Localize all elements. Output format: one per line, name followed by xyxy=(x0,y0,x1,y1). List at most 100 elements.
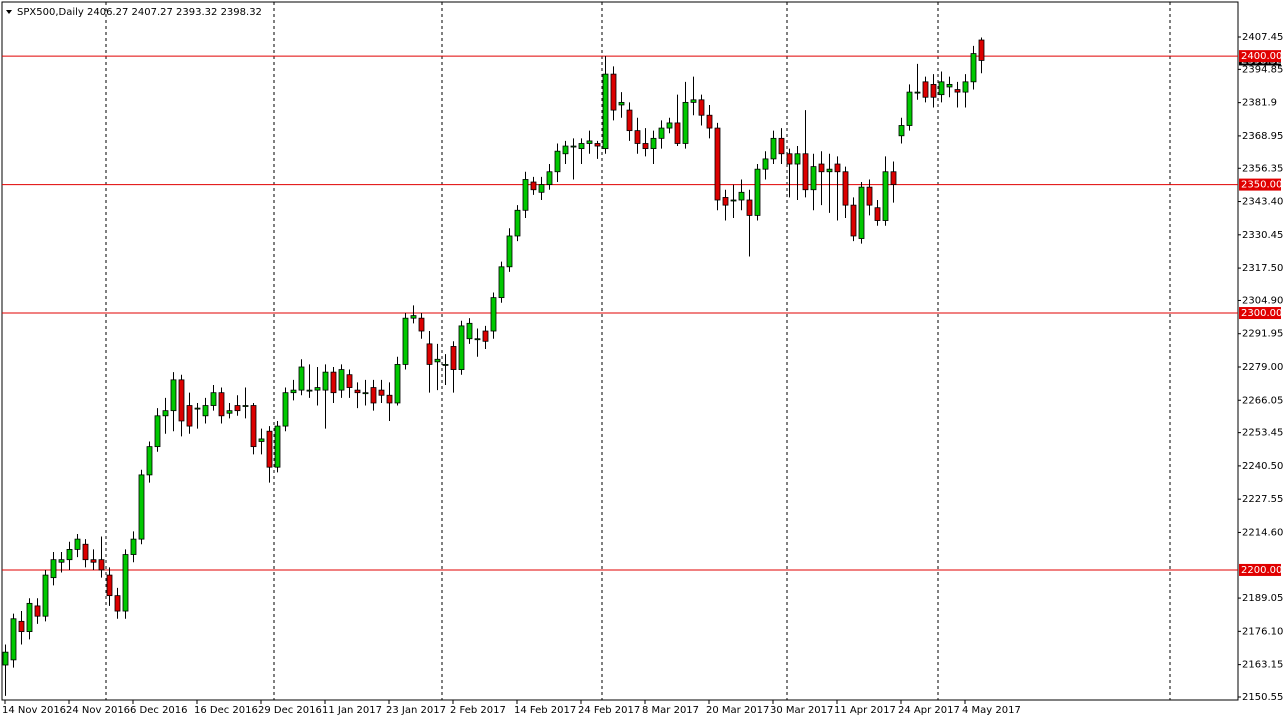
candle-body xyxy=(778,137,785,155)
candle-body xyxy=(826,168,833,173)
candle-body xyxy=(74,538,81,550)
candle-body xyxy=(642,143,649,150)
x-tick-label: 24 Feb 2017 xyxy=(578,705,640,716)
x-tick-label: 24 Apr 2017 xyxy=(898,705,960,716)
candle-body xyxy=(2,651,9,666)
x-tick-label: 30 Mar 2017 xyxy=(770,705,833,716)
candle-body xyxy=(938,81,945,96)
candle-body xyxy=(218,392,225,417)
candle-body xyxy=(98,559,105,571)
candle-body xyxy=(610,73,617,111)
x-tick-label: 29 Dec 2016 xyxy=(258,705,322,716)
x-tick-label: 24 Nov 2016 xyxy=(66,705,130,716)
candle-body xyxy=(850,204,857,237)
candle-body xyxy=(442,364,449,366)
candle-body xyxy=(290,389,297,394)
candle-body xyxy=(306,389,313,392)
candle-body xyxy=(754,168,761,216)
x-tick-label: 16 Dec 2016 xyxy=(194,705,258,716)
candle-body xyxy=(634,130,641,144)
candle-body xyxy=(674,122,681,144)
candle-body xyxy=(194,407,201,410)
candle-body xyxy=(922,81,929,98)
y-tick-label: 2266.05 xyxy=(1242,395,1283,406)
y-tick-label: 2343.40 xyxy=(1242,197,1283,208)
candle-body xyxy=(794,153,801,165)
candle-body xyxy=(810,166,817,191)
candle-body xyxy=(386,394,393,404)
candle-body xyxy=(714,127,721,201)
candle-body xyxy=(842,171,849,206)
level-label: 2200.00 xyxy=(1241,565,1282,576)
candle-body xyxy=(114,595,121,612)
candle-body xyxy=(330,371,337,394)
candle-body xyxy=(186,405,193,427)
y-tick-label: 2189.05 xyxy=(1242,593,1283,604)
candle-body xyxy=(538,184,545,193)
candle-body xyxy=(666,122,673,129)
candle-body xyxy=(490,297,497,332)
x-tick-label: 20 Mar 2017 xyxy=(706,705,769,716)
candle-body xyxy=(122,554,129,612)
level-tag xyxy=(1239,178,1281,191)
y-tick-label: 2394.85 xyxy=(1242,64,1283,75)
candle-body xyxy=(914,91,921,94)
candle-body xyxy=(130,538,137,555)
y-tick-label: 2150.55 xyxy=(1242,692,1283,703)
y-tick-label: 2291.95 xyxy=(1242,329,1283,340)
level-tag xyxy=(1239,50,1281,63)
candle-body xyxy=(162,410,169,417)
candle-body xyxy=(282,392,289,427)
candle-body xyxy=(274,425,281,468)
y-tick-label: 2176.10 xyxy=(1242,626,1283,637)
candle-body xyxy=(66,548,73,561)
candle-body xyxy=(226,410,233,414)
candle-body xyxy=(410,315,417,319)
candle-body xyxy=(530,181,537,191)
y-tick-label: 2356.35 xyxy=(1242,163,1283,174)
candle-body xyxy=(378,389,385,396)
candle-body xyxy=(882,171,889,221)
candle-body xyxy=(802,153,809,191)
candle-body xyxy=(786,153,793,165)
candle-body xyxy=(458,325,465,370)
level-tag xyxy=(1239,307,1281,320)
x-tick-label: 4 May 2017 xyxy=(962,705,1021,716)
candle-body xyxy=(586,140,593,144)
x-tick-label: 11 Jan 2017 xyxy=(322,705,382,716)
x-tick-label: 14 Feb 2017 xyxy=(514,705,576,716)
candle-body xyxy=(370,387,377,404)
x-tick-label: 6 Dec 2016 xyxy=(130,705,188,716)
candle-body xyxy=(50,559,57,579)
candle-body xyxy=(418,317,425,332)
candle-body xyxy=(762,158,769,170)
candle-body xyxy=(562,145,569,155)
y-tick-label: 2214.60 xyxy=(1242,527,1283,538)
candle-body xyxy=(506,235,513,268)
candle-body xyxy=(730,199,737,202)
candle-body xyxy=(90,559,97,563)
candle-body xyxy=(906,91,913,126)
candle-body xyxy=(314,387,321,391)
candle-body xyxy=(146,446,153,476)
y-tick-label: 2279.00 xyxy=(1242,362,1283,373)
menu-arrow[interactable] xyxy=(6,10,12,14)
candle-body xyxy=(706,114,713,129)
candle-body xyxy=(834,163,841,173)
candle-body xyxy=(138,474,145,540)
y-tick-label: 2368.95 xyxy=(1242,131,1283,142)
level-label: 2400.00 xyxy=(1241,51,1282,62)
candle-body xyxy=(402,317,409,365)
candle-body xyxy=(466,322,473,340)
candle-body xyxy=(866,186,873,206)
candle-body xyxy=(874,207,881,221)
candle-body xyxy=(618,101,625,106)
candle-body xyxy=(594,143,601,147)
level-tag xyxy=(1239,563,1281,576)
candle-body xyxy=(34,605,41,617)
candle-body xyxy=(962,81,969,93)
y-tick-label: 2407.45 xyxy=(1242,32,1283,43)
candle-body xyxy=(658,127,665,139)
